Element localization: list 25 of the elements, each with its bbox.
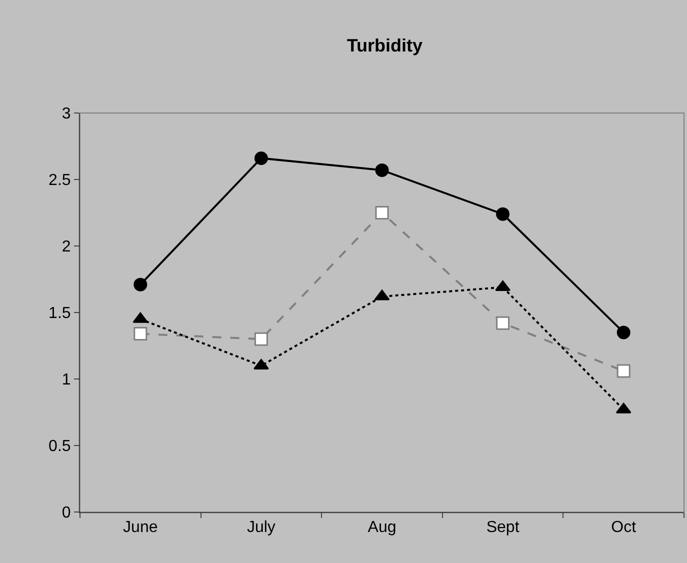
chart-title: Turbidity xyxy=(346,35,423,56)
y-tick-label: 0 xyxy=(62,504,71,522)
point xyxy=(375,206,389,220)
point xyxy=(254,151,268,165)
point xyxy=(254,332,268,346)
point xyxy=(134,278,148,292)
x-tick-label: Aug xyxy=(368,519,396,536)
point xyxy=(495,280,510,291)
point xyxy=(616,326,630,340)
point xyxy=(375,163,389,177)
y-tick-label: 1 xyxy=(62,372,71,389)
point xyxy=(254,358,269,370)
x-tick-label: June xyxy=(123,519,158,536)
y-tick-label: 3 xyxy=(62,106,71,123)
point xyxy=(496,316,510,330)
y-tick-label: 2.5 xyxy=(48,172,71,190)
y-tick-label: 1.5 xyxy=(48,305,71,322)
y-tick-label: 2 xyxy=(62,238,71,256)
x-tick-label: Oct xyxy=(611,519,637,536)
y-tick-label: 0.5 xyxy=(48,438,71,456)
point xyxy=(496,207,510,221)
point xyxy=(134,327,148,341)
x-tick-label: July xyxy=(246,519,276,536)
x-tick-label: Sept xyxy=(486,519,520,536)
point xyxy=(616,364,630,378)
